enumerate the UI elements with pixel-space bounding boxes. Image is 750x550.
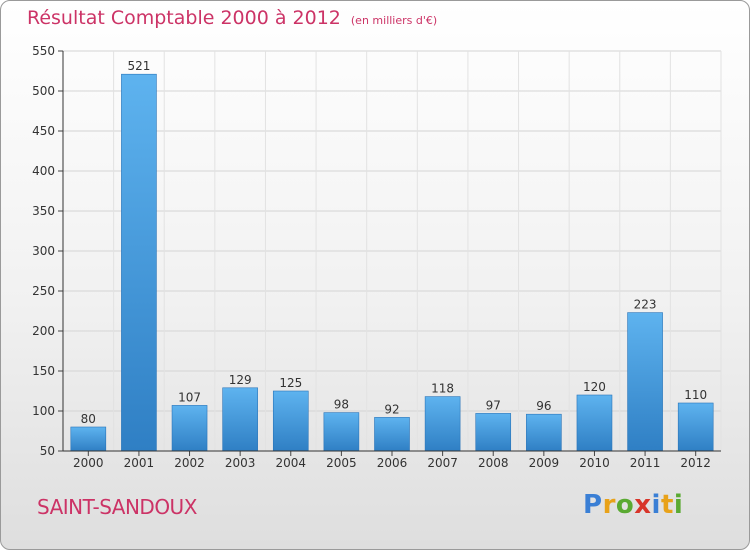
logo-letter: o <box>615 490 635 520</box>
axes <box>58 50 721 456</box>
x-tick-label-2003: 2003 <box>225 456 256 470</box>
logo-letter: P <box>583 490 603 520</box>
x-tick-label-2002: 2002 <box>174 456 205 470</box>
value-label-2008: 97 <box>486 398 501 412</box>
y-tick-label: 150 <box>32 364 55 378</box>
y-tick-label: 100 <box>32 404 55 418</box>
y-tick-label: 350 <box>32 204 55 218</box>
grid-lines <box>62 50 722 452</box>
x-tick-label-2007: 2007 <box>427 456 458 470</box>
logo-letter: t <box>660 490 674 520</box>
bar-2012 <box>677 402 714 452</box>
x-tick-label-2004: 2004 <box>275 456 306 470</box>
x-tick-label-2000: 2000 <box>73 456 104 470</box>
x-tick-label-2008: 2008 <box>478 456 509 470</box>
x-tick-label-2012: 2012 <box>680 456 711 470</box>
chart-title-text: Résultat Comptable 2000 à 2012 <box>27 7 341 29</box>
y-tick-label: 550 <box>32 44 55 58</box>
chart-unit-note: (en milliers d'€) <box>350 14 438 27</box>
bar-2004 <box>272 390 309 452</box>
bar-2010 <box>576 394 613 452</box>
x-tick-label-2011: 2011 <box>630 456 661 470</box>
proxiti-logo: Proxiti <box>583 490 683 520</box>
value-label-2009: 96 <box>536 399 551 413</box>
value-label-2006: 92 <box>384 402 399 416</box>
y-tick-label: 500 <box>32 84 55 98</box>
x-tick-label-2009: 2009 <box>529 456 560 470</box>
bar-2003 <box>222 387 258 452</box>
value-label-2002: 107 <box>178 390 201 404</box>
chart-title: Résultat Comptable 2000 à 2012 (en millie… <box>27 7 437 29</box>
bars <box>70 73 714 452</box>
y-tick-label: 450 <box>32 124 55 138</box>
value-label-2005: 98 <box>334 398 349 412</box>
logo-letter: r <box>602 490 616 520</box>
logo-letter: i <box>673 490 684 520</box>
value-label-2000: 80 <box>81 412 96 426</box>
x-tick-label-2001: 2001 <box>124 456 155 470</box>
logo-letter: x <box>634 490 652 520</box>
y-tick-label: 300 <box>32 244 55 258</box>
y-tick-label: 50 <box>40 444 55 458</box>
bar-2011 <box>627 312 663 452</box>
place-name: SAINT-SANDOUX <box>37 495 197 519</box>
value-label-2011: 223 <box>634 298 657 312</box>
bar-2009 <box>526 413 562 452</box>
value-label-2010: 120 <box>583 380 606 394</box>
bar-2007 <box>424 396 461 452</box>
value-label-2003: 129 <box>229 373 252 387</box>
value-label-2007: 118 <box>431 382 454 396</box>
bar-2008 <box>475 413 512 452</box>
x-tick-label-2010: 2010 <box>579 456 610 470</box>
y-tick-label: 200 <box>32 324 55 338</box>
logo-letter: i <box>651 490 661 520</box>
x-tick-label-2005: 2005 <box>326 456 357 470</box>
x-tick-label-2006: 2006 <box>377 456 408 470</box>
y-tick-label: 400 <box>32 164 55 178</box>
labels: 50 100 150 200 250 300 350 400 450 500 550 80 2000 52… <box>32 44 711 470</box>
value-label-2004: 125 <box>279 376 302 390</box>
bar-2005 <box>323 412 360 452</box>
value-label-2012: 110 <box>684 388 707 402</box>
bar-2006 <box>374 417 410 452</box>
value-label-2001: 521 <box>127 59 150 73</box>
bar-2002 <box>171 405 208 452</box>
bar-2000 <box>70 426 107 452</box>
y-tick-label: 250 <box>32 284 55 298</box>
bar-2001 <box>121 73 157 452</box>
